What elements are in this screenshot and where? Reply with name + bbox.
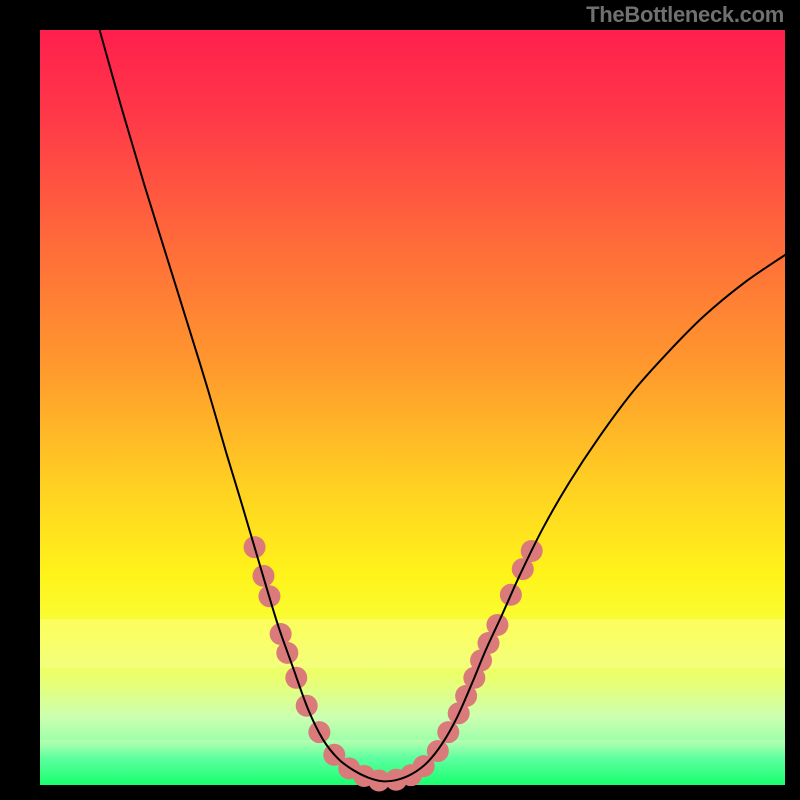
- blob-group: [244, 536, 543, 791]
- curve-layer: [40, 30, 785, 785]
- bottleneck-curve: [100, 30, 785, 781]
- plot-area: [40, 30, 785, 785]
- watermark-text: TheBottleneck.com: [586, 2, 784, 28]
